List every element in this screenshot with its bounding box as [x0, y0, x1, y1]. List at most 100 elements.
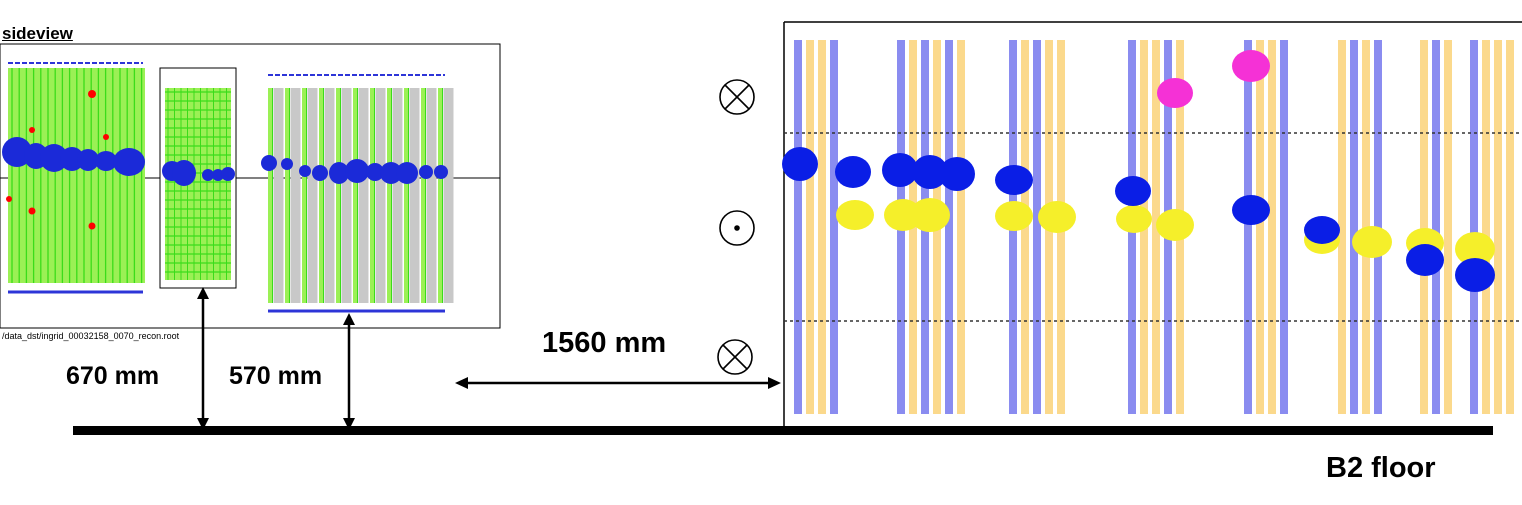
scintillator-layer: [387, 88, 391, 303]
violet-strip: [1244, 40, 1252, 414]
track-hit: [380, 162, 402, 184]
orange-strip: [1420, 40, 1428, 414]
magenta-hits: [1157, 50, 1270, 108]
magenta-hit: [1157, 78, 1193, 108]
orange-strip: [1444, 40, 1452, 414]
arrowhead: [343, 418, 355, 430]
violet-strip: [1033, 40, 1041, 414]
yellow-hit: [910, 198, 950, 232]
orange-strip: [818, 40, 826, 414]
orange-strip: [1338, 40, 1346, 414]
violet-strip: [1470, 40, 1478, 414]
violet-strip: [794, 40, 802, 414]
beam-out-of-page-icon: [719, 210, 755, 246]
track-hit: [312, 165, 328, 181]
orange-strip: [1482, 40, 1490, 414]
iron-plate: [273, 88, 284, 303]
blue-hit: [912, 155, 948, 189]
scintillator-layer: [302, 88, 306, 303]
orange-strip: [1268, 40, 1276, 414]
iron-plate: [341, 88, 352, 303]
yellow-hit: [836, 200, 874, 230]
zoomed-detector-view: [782, 21, 1522, 426]
track-hits: [2, 137, 448, 186]
beam-symbols: [717, 79, 755, 375]
sideview-title: sideview: [2, 24, 73, 43]
track-hit: [60, 147, 84, 171]
magenta-hit: [1232, 50, 1270, 82]
orange-strip: [1494, 40, 1502, 414]
blue-hits: [782, 147, 1495, 292]
iron-plate: [426, 88, 437, 303]
dimension-label-1560: 1560 mm: [542, 327, 667, 359]
scintillator-layer: [438, 88, 442, 303]
iron-plate: [358, 88, 369, 303]
violet-strip: [830, 40, 838, 414]
module-3-layers: [268, 88, 454, 303]
beam-into-page-icon: [717, 339, 753, 375]
dimension-label-670: 670 mm: [66, 362, 160, 390]
scintillator-layer: [421, 88, 425, 303]
blue-hit: [939, 157, 975, 191]
yellow-hit: [995, 201, 1033, 231]
iron-plate: [392, 88, 403, 303]
scintillator-layer: [285, 88, 289, 303]
blue-hit: [835, 156, 871, 188]
track-hit: [202, 169, 214, 181]
track-hit: [212, 169, 224, 181]
arrowhead: [197, 418, 209, 430]
orange-strip: [806, 40, 814, 414]
scintillator-layer: [319, 88, 323, 303]
red-marker: [88, 222, 96, 230]
scintillator-layer: [404, 88, 408, 303]
track-hit: [77, 149, 99, 171]
iron-plate: [409, 88, 420, 303]
scintillator-layer: [336, 88, 340, 303]
red-marker: [29, 127, 35, 133]
track-hit: [329, 162, 349, 184]
blue-hit: [1304, 216, 1340, 244]
blue-hit: [882, 153, 918, 187]
file-path-label: /data_dst/ingrid_00032158_0070_recon.roo…: [2, 331, 180, 341]
track-hit: [40, 144, 68, 172]
red-marker: [103, 134, 109, 140]
track-hit: [172, 160, 196, 186]
sideview-event-display: [0, 43, 501, 329]
scintillator-layer: [268, 88, 272, 303]
orange-strip: [957, 40, 965, 414]
orange-strip: [1506, 40, 1514, 414]
beam-into-page-icon: [719, 79, 755, 115]
module-1-layers: [11, 68, 143, 283]
yellow-hit: [1352, 226, 1392, 258]
yellow-hit: [1156, 209, 1194, 241]
floor-label: B2 floor: [1326, 452, 1436, 484]
red-marker: [6, 196, 12, 202]
ingrid-module-3: [268, 74, 454, 313]
track-hit: [419, 165, 433, 179]
iron-plate: [290, 88, 301, 303]
track-hit: [299, 165, 311, 177]
arrowhead: [455, 377, 468, 389]
orange-strip: [1256, 40, 1264, 414]
yellow-hit: [1116, 205, 1152, 233]
arrowhead: [197, 287, 209, 299]
yellow-hit: [1038, 201, 1076, 233]
blue-hit: [1406, 244, 1444, 276]
violet-strip: [1350, 40, 1358, 414]
yellow-hits: [836, 198, 1495, 266]
blue-hit: [1232, 195, 1270, 225]
scintillator-layer: [353, 88, 357, 303]
track-hit: [345, 159, 369, 183]
iron-plate: [375, 88, 386, 303]
track-hit: [113, 148, 145, 176]
track-hit: [221, 167, 235, 181]
track-hit: [396, 162, 418, 184]
blue-hit: [782, 147, 818, 181]
b2-floor-line: [73, 426, 1493, 435]
dimension-arrows: [197, 287, 781, 430]
track-hit: [95, 151, 117, 171]
dimension-label-570: 570 mm: [229, 362, 323, 390]
red-marker: [88, 90, 96, 98]
proton-module-grid: [165, 88, 231, 280]
